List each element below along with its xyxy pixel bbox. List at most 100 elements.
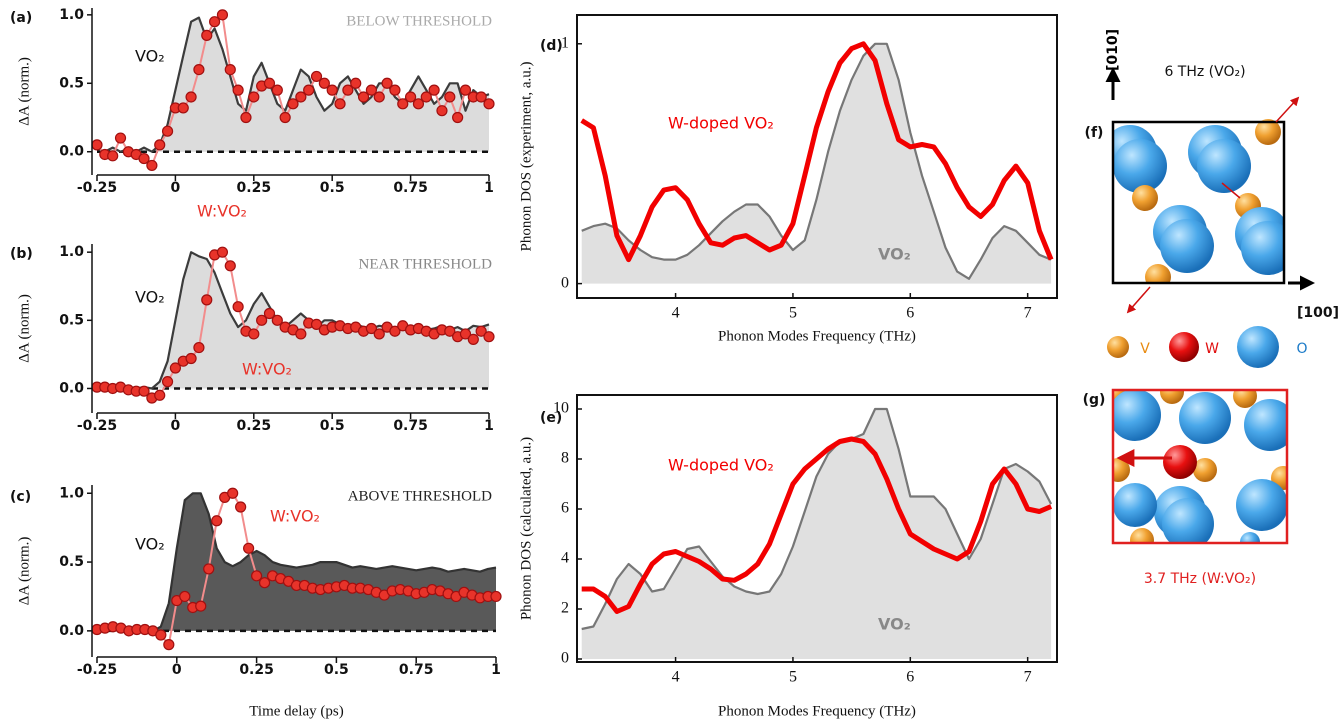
marker (211, 515, 223, 527)
marker (365, 84, 377, 96)
series-label: W:VO₂ (270, 507, 320, 526)
marker (467, 333, 479, 346)
x-tick-label: 0.5 (320, 418, 345, 434)
marker (475, 325, 487, 337)
marker (216, 9, 229, 21)
marker (195, 600, 207, 612)
marker (389, 84, 401, 96)
series-label: W:VO₂ (197, 202, 247, 221)
x-axis-label: Phonon Modes Frequency (THz) (718, 703, 916, 719)
x-tick-label: -0.25 (77, 418, 117, 434)
marker (185, 91, 197, 103)
marker (235, 501, 247, 513)
marker (318, 77, 330, 89)
plot-frame (576, 14, 1058, 299)
series-label: W-doped VO₂ (668, 456, 774, 475)
x-tick-label: 4 (672, 305, 680, 322)
marker (114, 132, 127, 144)
marker (295, 91, 307, 103)
marker (179, 590, 191, 603)
marker (232, 84, 244, 96)
x-tick-label: 6 (906, 669, 914, 686)
marker (91, 139, 103, 151)
marker (428, 84, 440, 96)
x-tick-label: -0.25 (77, 180, 117, 196)
panel-label: (a) (10, 10, 32, 26)
marker (420, 91, 432, 103)
marker (154, 139, 166, 151)
series-line (581, 436, 1053, 614)
mode-label: 3.7 THz (W:VO₂) (1144, 571, 1256, 587)
x-tick-label: 7 (1024, 669, 1032, 686)
x-axis-label: Time delay (ps) (249, 703, 343, 719)
marker (243, 542, 255, 554)
series-line (581, 407, 1053, 631)
marker (357, 91, 370, 103)
panel-label: (g) (1083, 392, 1106, 408)
panel-label: (d) (540, 38, 563, 54)
marker (154, 389, 166, 401)
x-tick-label: 0.75 (393, 180, 428, 196)
x-tick-label: 0.75 (393, 418, 428, 434)
marker (373, 328, 385, 340)
marker (203, 563, 215, 575)
x-tick-label: 6 (906, 305, 914, 322)
x-tick-label: 7 (1024, 305, 1032, 322)
x-tick-label: 5 (789, 669, 797, 686)
y-tick-label: 1 (561, 34, 569, 51)
axis-label: [010] (1105, 29, 1121, 71)
x-tick-label: 1 (484, 418, 494, 434)
marker (185, 352, 197, 365)
panel-header: BELOW THRESHOLD (346, 13, 492, 29)
marker (405, 91, 417, 103)
marker (287, 98, 299, 110)
marker (389, 325, 401, 337)
marker (224, 260, 236, 272)
series-label: VO₂ (878, 245, 911, 264)
atoms (1113, 390, 1287, 543)
atom-legend: V W O (1107, 326, 1308, 368)
series-label: VO₂ (135, 47, 165, 66)
x-axis-label: Phonon Modes Frequency (THz) (718, 328, 916, 344)
marker (483, 331, 495, 343)
marker (263, 77, 276, 89)
y-tick-label: 0.0 (59, 623, 84, 639)
marker (216, 246, 229, 258)
y-tick-label: 4 (561, 550, 569, 567)
marker (303, 84, 315, 96)
structure-g: (g) 3.7 THz (W:VO₂) (1083, 388, 1289, 587)
marker (209, 16, 221, 28)
plot-frame (576, 394, 1058, 663)
y-tick-label: 0.0 (59, 144, 84, 160)
x-tick-label: -0.25 (77, 662, 117, 678)
series-line (96, 16, 490, 153)
series-label: VO₂ (135, 288, 165, 307)
marker (381, 77, 393, 89)
marker (193, 341, 205, 354)
x-tick-label: 0.5 (320, 180, 345, 196)
marker (373, 91, 385, 103)
marker (227, 487, 239, 499)
panel-label: (f) (1085, 125, 1104, 141)
x-tick-label: 0.25 (237, 418, 272, 434)
marker (263, 307, 276, 320)
y-tick-label: 8 (561, 450, 569, 467)
marker (258, 577, 271, 589)
marker (444, 325, 456, 337)
structure-f: [010] 6 THz (VO₂) (f) [100] (1085, 29, 1339, 321)
panel-label: (b) (10, 246, 33, 262)
marker (138, 385, 150, 397)
marker (271, 314, 283, 326)
marker (201, 294, 213, 306)
marker (326, 84, 338, 96)
y-tick-label: 0.5 (59, 312, 84, 328)
x-tick-label: 5 (789, 305, 797, 322)
marker (177, 102, 189, 114)
marker (342, 84, 354, 96)
marker (412, 98, 425, 110)
plots: VO₂ W:VO₂ 0.0 0.5 1.0 -0.25 0 0.25 0.5 0.75 1 ΔA (n… (10, 7, 1058, 719)
panel-label: (e) (540, 410, 562, 426)
atoms (1113, 125, 1284, 283)
marker (365, 322, 377, 335)
